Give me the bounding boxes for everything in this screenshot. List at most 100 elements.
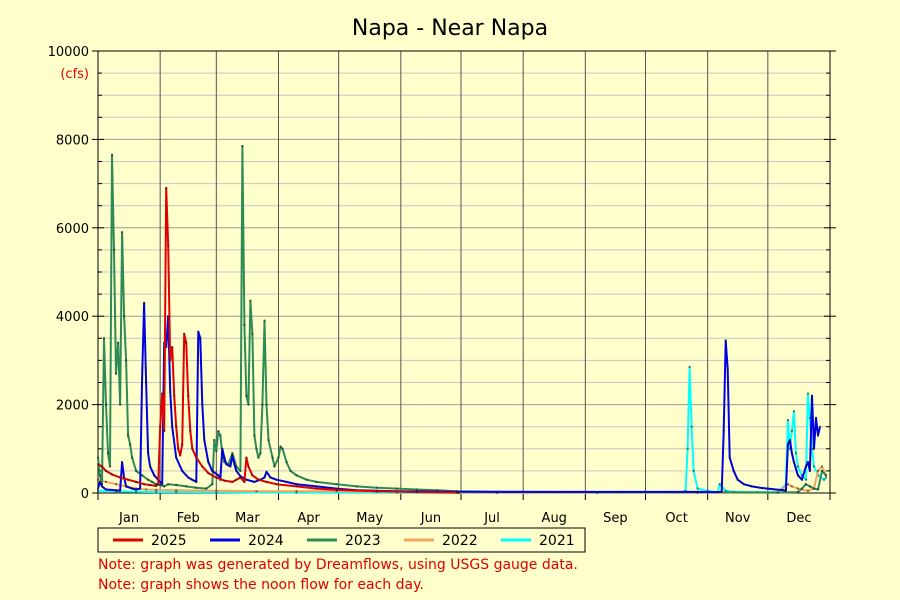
data-point-2021 [792,410,795,413]
data-point-2022 [255,490,258,493]
data-point-2024 [143,301,146,304]
data-point-2024 [161,483,164,486]
data-point-2022 [790,485,793,488]
data-point-2024 [97,487,99,490]
data-point-2023 [257,456,260,459]
data-point-2024 [147,452,150,455]
data-point-2024 [790,452,793,455]
data-point-2023 [315,480,318,483]
data-point-2023 [255,447,258,450]
data-point-2022 [145,488,148,491]
data-point-2025 [149,484,152,487]
legend-label-2024: 2024 [248,533,284,549]
data-point-2025 [167,244,170,247]
data-point-2024 [245,478,248,481]
data-point-2023 [167,483,170,486]
data-point-2025 [183,332,186,335]
data-point-2024 [217,474,220,477]
data-point-2023 [804,483,807,486]
data-point-2025 [175,425,178,428]
data-point-2023 [273,465,276,468]
data-point-2023 [247,403,250,406]
data-point-2025 [173,394,176,397]
data-point-2021 [800,474,803,477]
data-point-2023 [265,403,268,406]
data-point-2025 [375,490,378,493]
x-tick-label: Oct [665,511,687,526]
data-point-2022 [335,490,338,493]
data-point-2025 [169,359,172,362]
data-point-2023 [129,443,132,446]
data-point-2021 [804,478,807,481]
data-point-2024 [726,368,729,371]
y-tick-label: 2000 [56,399,89,414]
data-point-2025 [143,483,146,486]
data-point-2023 [109,465,112,468]
data-point-2025 [111,473,114,476]
data-point-2024 [187,476,190,479]
data-point-2025 [163,430,166,433]
data-point-2024 [782,489,785,492]
data-point-2023 [97,456,99,459]
data-point-2024 [139,487,142,490]
data-point-2021 [786,419,789,422]
data-point-2024 [145,381,148,384]
data-point-2024 [121,461,124,464]
data-point-2022 [105,480,108,483]
data-point-2024 [131,487,134,490]
data-point-2023 [151,480,154,483]
data-point-2024 [716,491,719,494]
data-point-2025 [239,476,242,479]
data-point-2025 [165,187,168,190]
note-source: Note: graph was generated by Dreamflows,… [98,557,578,573]
data-point-2022 [786,483,789,486]
data-point-2024 [167,315,170,318]
data-point-2024 [221,447,224,450]
data-point-2023 [800,487,803,490]
data-point-2024 [233,463,236,466]
data-point-2025 [189,430,192,433]
data-point-2023 [249,299,252,302]
data-point-2025 [127,478,130,481]
data-point-2021 [796,465,799,468]
legend-label-2025: 2025 [151,533,187,549]
data-point-2024 [199,337,202,340]
data-point-2024 [263,476,266,479]
data-point-2023 [824,474,827,477]
data-point-2021 [808,416,811,419]
data-point-2023 [245,394,248,397]
data-point-2023 [776,491,779,494]
data-point-2025 [161,392,164,395]
data-point-2021 [824,476,827,479]
data-point-2024 [806,461,809,464]
data-point-2024 [203,438,206,441]
data-point-2024 [732,469,735,472]
data-point-2024 [812,447,815,450]
data-point-2023 [241,145,244,148]
data-point-2025 [191,447,194,450]
data-point-2023 [195,486,198,489]
data-point-2023 [113,248,116,251]
data-point-2023 [141,474,144,477]
data-point-2021 [794,452,797,455]
data-point-2023 [211,483,214,486]
data-point-2024 [195,480,198,483]
data-point-2024 [165,346,168,349]
x-tick-label: Jan [118,511,139,526]
series-line-2024 [97,301,821,494]
series-lines [97,145,827,494]
data-point-2025 [265,480,268,483]
data-point-2025 [215,476,218,479]
y-tick-label: 8000 [56,133,89,148]
data-point-2023 [135,469,138,472]
data-point-2024 [750,485,753,488]
x-tick-label: Mar [235,511,260,526]
data-point-2024 [720,490,723,493]
data-point-2025 [275,483,278,486]
data-point-2025 [235,478,238,481]
data-point-2021 [790,430,793,433]
data-point-2023 [271,456,274,459]
data-point-2024 [207,461,210,464]
y-tick-label: 4000 [56,310,89,325]
